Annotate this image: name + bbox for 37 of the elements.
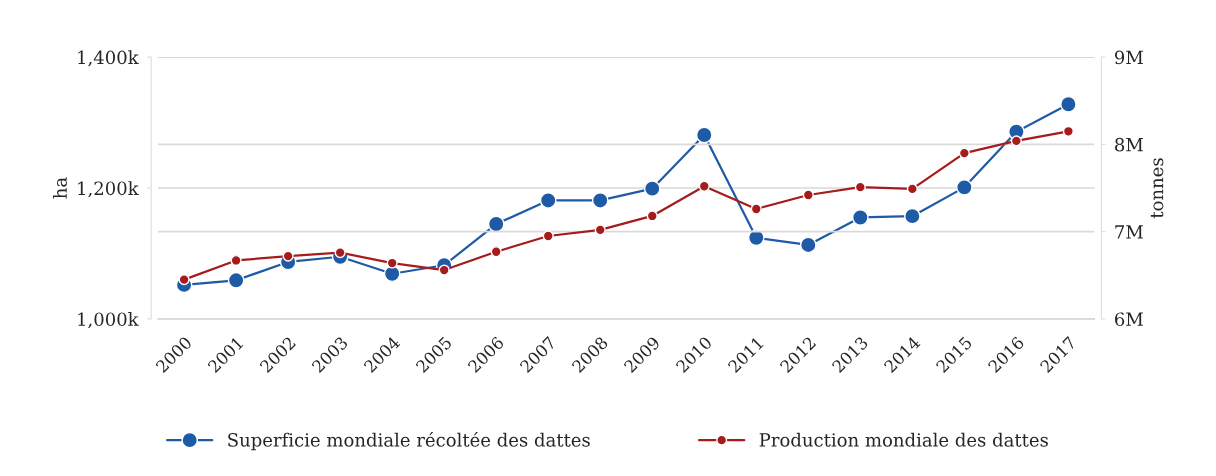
point <box>386 257 398 269</box>
point <box>747 229 765 247</box>
point <box>750 203 762 215</box>
y2-tick-label: 9M <box>1114 50 1143 65</box>
legend-label: Superficie mondiale récoltée des dattes <box>228 432 590 451</box>
point <box>695 126 713 144</box>
point <box>282 250 294 262</box>
point <box>383 265 401 283</box>
point <box>1060 95 1077 113</box>
legend-label: Production mondiale des dattes <box>759 432 1048 447</box>
point <box>591 192 609 209</box>
y2-tick-label: 7M <box>1115 225 1143 239</box>
point <box>227 271 245 289</box>
point <box>643 180 661 198</box>
point <box>438 264 450 276</box>
y2-axis-title: tonnes <box>1150 158 1164 219</box>
y-tick-label: 1,400k <box>78 50 139 67</box>
point <box>1010 135 1022 147</box>
point <box>802 189 814 201</box>
point <box>487 215 505 233</box>
point <box>958 147 970 159</box>
y2-tick-label: 8M <box>1115 137 1143 152</box>
y-tick-label: 1,200k <box>78 181 139 198</box>
point <box>904 207 921 225</box>
y2-tick-label: 6M <box>1115 312 1143 327</box>
point <box>1062 125 1074 137</box>
point <box>646 210 658 222</box>
y-tick-label: 1,000k <box>78 312 139 329</box>
point <box>956 179 973 196</box>
point <box>854 181 866 193</box>
point <box>799 236 817 254</box>
point <box>542 230 554 242</box>
y-axis-title: ha <box>52 177 67 199</box>
point <box>539 192 557 209</box>
point <box>698 180 710 192</box>
point <box>178 274 190 286</box>
point <box>851 209 869 226</box>
